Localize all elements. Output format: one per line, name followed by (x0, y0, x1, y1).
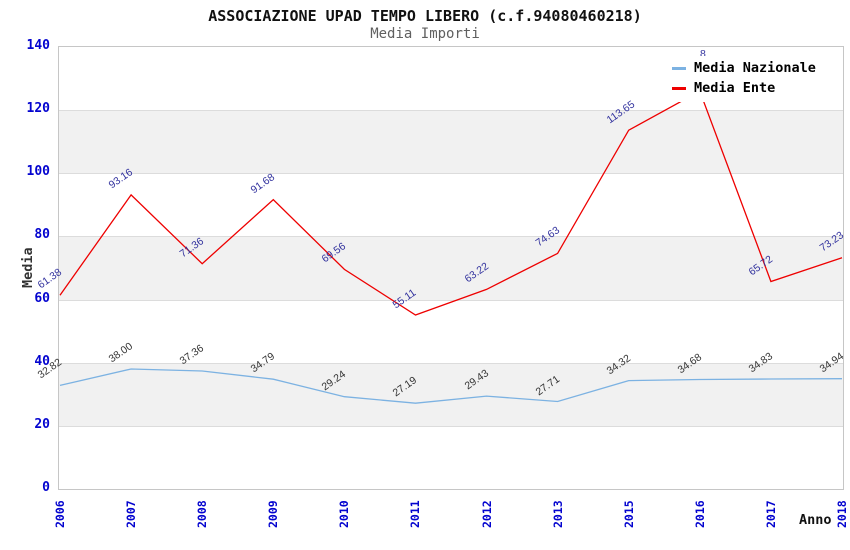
legend: Media Nazionale Media Ente (666, 56, 830, 102)
plot-band (59, 110, 843, 174)
gridline (59, 236, 843, 237)
gridline (59, 173, 843, 174)
x-tick-label: 2012 (480, 500, 494, 528)
series-line-media-nazionale (59, 368, 843, 404)
chart-subtitle: Media Importi (370, 26, 480, 42)
legend-swatch (672, 66, 686, 70)
legend-item-label: Media Ente (694, 80, 776, 96)
legend-item: Media Ente (672, 78, 830, 98)
y-tick-label: 40 (34, 354, 50, 369)
y-tick-label: 100 (26, 164, 50, 179)
x-tick-label: 2015 (622, 500, 636, 528)
gridline (59, 363, 843, 364)
x-tick-label: 2018 (835, 500, 849, 528)
x-tick-label: 2007 (124, 500, 138, 528)
legend-item-label: Media Nazionale (694, 60, 816, 76)
y-tick-label: 140 (26, 38, 50, 53)
plot-area: 32.82 38.00 37.36 34.79 29.24 27.19 29.43 27.71… (36, 46, 846, 490)
x-tick-label: 2010 (337, 500, 351, 528)
y-axis-title: Media (20, 247, 36, 288)
x-tick-label: 2016 (693, 500, 707, 528)
y-tick-label: 20 (34, 417, 50, 432)
plot-band (59, 236, 843, 300)
x-axis-title: Anno (799, 512, 832, 528)
y-tick-label: 120 (26, 101, 50, 116)
x-tick-label: 2009 (266, 500, 280, 528)
y-tick-label: 80 (34, 227, 50, 242)
y-tick-label: 60 (34, 291, 50, 306)
chart-title: ASSOCIAZIONE UPAD TEMPO LIBERO (c.f.9408… (208, 7, 642, 25)
x-tick-label: 2008 (195, 500, 209, 528)
series-lines (59, 90, 843, 404)
gridline (59, 426, 843, 427)
x-tick-label: 2011 (408, 500, 422, 528)
gridline (59, 300, 843, 301)
x-tick-label: 2006 (53, 500, 67, 528)
series-line-media-ente (59, 90, 843, 316)
plot-band (59, 362, 843, 426)
gridline (59, 110, 843, 111)
legend-swatch (672, 86, 686, 90)
legend-item: Media Nazionale (672, 58, 830, 78)
y-tick-label: 0 (42, 480, 50, 495)
x-tick-label: 2017 (764, 500, 778, 528)
x-tick-label: 2013 (551, 500, 565, 528)
clipped-label-fragment: 8 (700, 49, 706, 56)
